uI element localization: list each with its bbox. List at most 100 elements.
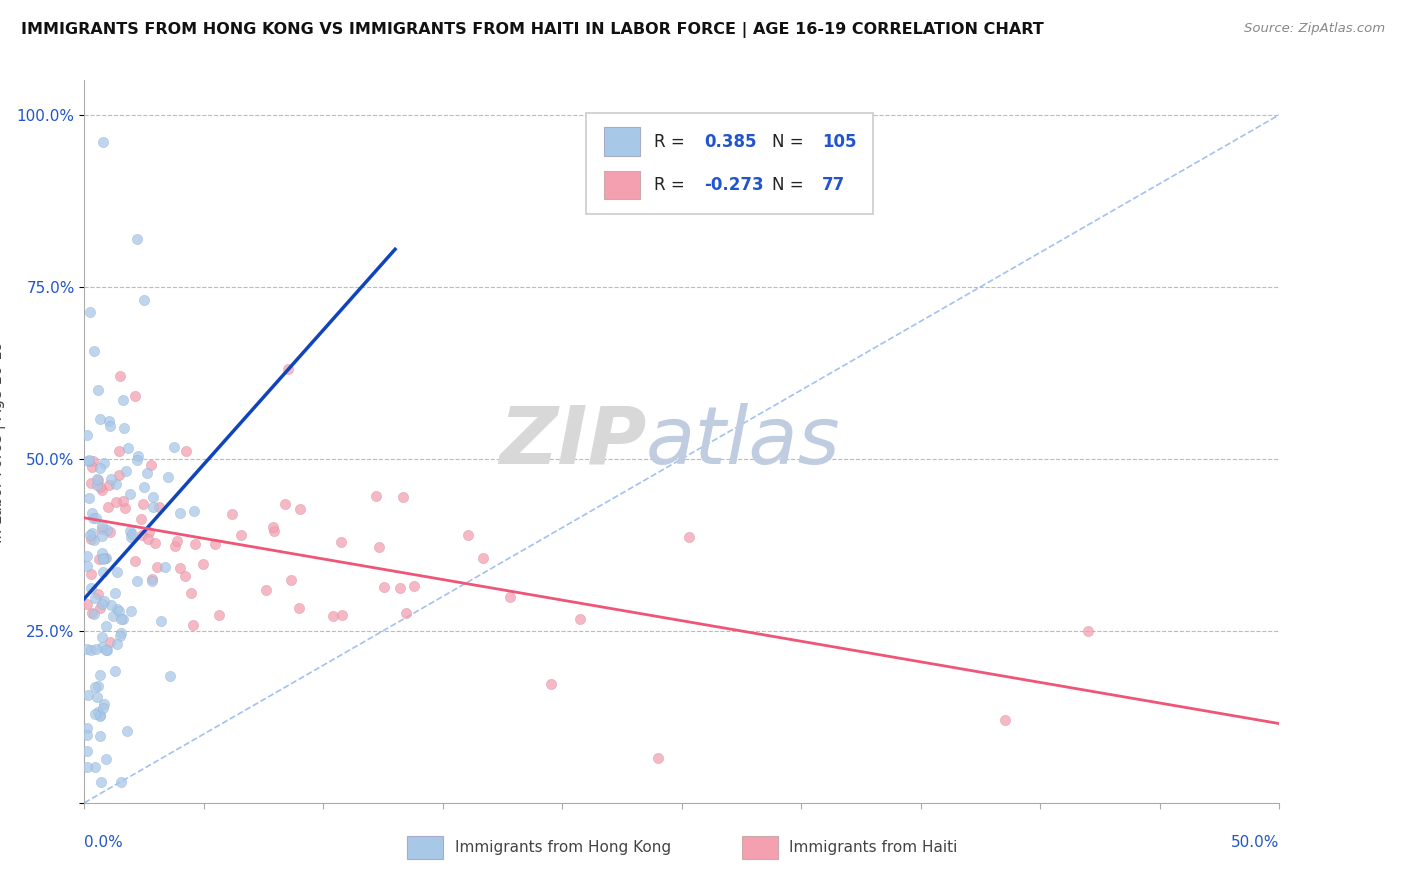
Point <box>457 528 479 542</box>
Point <box>87 705 110 719</box>
Point <box>263 524 285 538</box>
Text: 105: 105 <box>821 133 856 151</box>
Point <box>180 586 202 600</box>
Point <box>148 500 170 514</box>
Point <box>287 601 309 615</box>
Point <box>80 506 103 520</box>
Point <box>91 700 114 714</box>
Point <box>138 524 160 539</box>
Point <box>131 528 153 542</box>
Point <box>80 567 103 582</box>
Point <box>82 511 104 525</box>
Point <box>77 453 100 467</box>
Point <box>87 552 110 566</box>
Point <box>402 579 425 593</box>
Text: atlas: atlas <box>647 402 841 481</box>
Point <box>94 643 117 657</box>
Text: R =: R = <box>654 176 690 194</box>
Point <box>146 560 169 574</box>
Point <box>89 412 111 426</box>
Point <box>472 550 495 565</box>
Point <box>94 551 117 566</box>
Point <box>89 601 111 615</box>
Point <box>994 713 1017 727</box>
Point <box>104 586 127 600</box>
Point <box>100 472 122 486</box>
Point <box>112 393 135 408</box>
Point <box>86 511 108 525</box>
Point <box>76 743 98 757</box>
Point <box>94 752 117 766</box>
Point <box>184 537 207 551</box>
Point <box>678 530 700 544</box>
Text: ZIP: ZIP <box>499 402 647 481</box>
Point <box>124 554 146 568</box>
Text: R =: R = <box>654 133 690 151</box>
Point <box>112 494 135 508</box>
Text: IMMIGRANTS FROM HONG KONG VS IMMIGRANTS FROM HAITI IN LABOR FORCE | AGE 16-19 CO: IMMIGRANTS FROM HONG KONG VS IMMIGRANTS … <box>21 22 1043 38</box>
Point <box>153 560 176 574</box>
Point <box>125 231 148 245</box>
Point <box>77 491 100 505</box>
Point <box>96 500 118 514</box>
Point <box>229 528 252 542</box>
Point <box>141 572 163 586</box>
Point <box>183 504 205 518</box>
Point <box>77 688 100 702</box>
Point <box>77 453 100 467</box>
Text: 0.0%: 0.0% <box>84 835 124 850</box>
Point <box>76 598 98 612</box>
Point <box>159 668 181 682</box>
Point <box>76 428 98 442</box>
Point <box>129 512 152 526</box>
Point <box>91 522 114 536</box>
Point <box>98 478 121 492</box>
Point <box>132 497 155 511</box>
Point <box>82 454 104 468</box>
FancyBboxPatch shape <box>586 112 873 214</box>
Point <box>221 507 243 521</box>
Point <box>76 559 98 574</box>
Point <box>82 459 104 474</box>
Point <box>277 362 299 376</box>
Point <box>76 728 98 742</box>
Point <box>107 604 129 618</box>
Point <box>110 626 132 640</box>
Point <box>127 453 149 467</box>
Point <box>84 706 107 721</box>
Point <box>76 549 98 563</box>
Point <box>107 468 129 483</box>
Point <box>80 643 103 657</box>
Point <box>568 612 591 626</box>
Point <box>100 598 122 612</box>
Point <box>136 532 159 546</box>
Point <box>84 760 107 774</box>
Point <box>115 464 138 478</box>
Point <box>115 723 138 738</box>
Bar <box>605 170 640 200</box>
Point <box>112 612 135 626</box>
Point <box>127 450 149 464</box>
Point <box>79 305 101 319</box>
Point <box>96 642 118 657</box>
Point <box>139 458 162 472</box>
Bar <box>408 836 443 859</box>
Point <box>94 551 117 566</box>
Point <box>83 533 105 547</box>
Point <box>141 574 163 588</box>
Point <box>208 608 231 623</box>
Point <box>90 775 112 789</box>
Point <box>395 606 418 620</box>
Text: 77: 77 <box>821 176 845 194</box>
Point <box>108 629 131 643</box>
Point <box>150 615 173 629</box>
Point <box>364 489 387 503</box>
Text: 0.385: 0.385 <box>704 133 756 151</box>
Point <box>103 609 125 624</box>
Point <box>329 535 352 549</box>
Point <box>96 524 118 538</box>
Point <box>91 551 114 566</box>
Point <box>166 533 188 548</box>
Point <box>97 414 120 428</box>
Point <box>143 536 166 550</box>
